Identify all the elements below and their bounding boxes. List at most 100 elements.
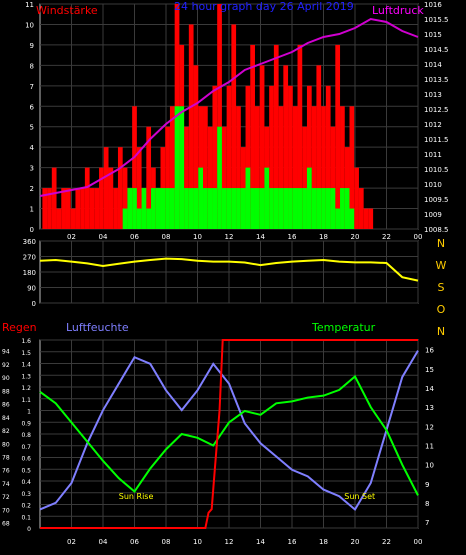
gust-bar	[198, 167, 204, 229]
wind-bar	[335, 44, 341, 230]
wind-x-tick-label: 22	[382, 233, 391, 241]
wind-bar	[273, 44, 279, 230]
pressure-axis-ticks: 1008.5 1009 1009.5 1010 1010.5 1011 1011.5 1012…	[424, 1, 449, 234]
wind-tick-label: 8	[30, 62, 34, 70]
humidity-tick-label: 72	[2, 494, 10, 501]
wind-bar	[122, 167, 128, 229]
humidity-tick-label: 82	[2, 428, 10, 435]
wind-bar	[75, 188, 81, 229]
gust-bar	[203, 188, 208, 229]
wind-x-tick-label: 16	[288, 233, 297, 241]
rain-tick-label: 0.7	[21, 444, 31, 451]
rain-axis-label: Regen	[2, 321, 37, 334]
direction-tick-label: 270	[23, 254, 36, 262]
wind-bar	[321, 106, 326, 229]
rain-tick-label: 0.8	[21, 432, 31, 439]
pressure-tick-label: 1012	[424, 121, 442, 129]
gust-bar	[155, 188, 161, 229]
pressure-tick-label: 1010.5	[424, 166, 449, 174]
climate-x-tick-label: 20	[351, 538, 360, 546]
direction-tick-label: 180	[23, 269, 36, 277]
wind-bar	[51, 167, 57, 229]
pressure-tick-label: 1014	[424, 61, 442, 69]
pressure-tick-label: 1012.5	[424, 106, 449, 114]
gust-bar	[269, 188, 274, 229]
wind-x-tick-label: 14	[256, 233, 265, 241]
humidity-tick-label: 92	[2, 362, 10, 369]
climate-x-tick-label: 06	[130, 538, 139, 546]
temperature-tick-label: 7	[425, 519, 429, 527]
temperature-tick-label: 13	[425, 404, 434, 412]
compass-label: O	[437, 303, 446, 316]
climate-x-axis-ticks: 02 04 06 08 10 12 14 16 18 20 22 00	[67, 538, 422, 546]
rain-tick-label: 0	[27, 526, 31, 533]
gust-bar	[221, 188, 227, 229]
gust-bar	[321, 188, 326, 229]
wind-bar	[363, 208, 369, 229]
wind-bar	[203, 106, 208, 229]
wind-bar	[297, 44, 303, 230]
climate-x-tick-label: 22	[382, 538, 391, 546]
wind-axis-ticks: 0 1 2 3 4 5 6 7 8 9 10 11	[25, 1, 34, 234]
wind-direction-axis-ticks: 360 270 180 90 0	[23, 238, 36, 308]
gust-bar	[122, 208, 128, 229]
wind-bar	[330, 126, 336, 229]
wind-bar	[358, 188, 364, 229]
temperature-tick-label: 12	[425, 423, 434, 431]
temperature-axis-ticks: 7 8 9 10 11 12 13 14 15 16	[425, 347, 434, 528]
gust-bar	[292, 188, 298, 229]
gust-bar	[288, 188, 293, 229]
wind-bar	[84, 167, 90, 229]
rain-axis-ticks: 0 0.1 0.2 0.3 0.4 0.5 0.6 0.7 0.8 0.9 1 1.1 1.2 1.3 1.…	[21, 338, 31, 533]
wind-bar	[207, 126, 213, 229]
gust-bar	[165, 188, 170, 229]
gust-bar	[184, 188, 189, 229]
wind-bar	[108, 167, 114, 229]
gust-bar	[330, 188, 336, 229]
climate-x-tick-label: 16	[288, 538, 297, 546]
rain-tick-label: 0.5	[21, 467, 31, 474]
gust-bar	[240, 188, 246, 229]
wind-bar	[368, 208, 374, 229]
wind-bar	[302, 126, 307, 229]
pressure-tick-label: 1016	[424, 1, 442, 9]
wind-bar	[103, 147, 109, 229]
rain-tick-label: 0.6	[21, 456, 31, 463]
wind-x-tick-label: 02	[67, 233, 76, 241]
rain-tick-label: 0.4	[21, 479, 31, 486]
pressure-tick-label: 1011	[424, 151, 442, 159]
gust-bar	[146, 208, 152, 229]
temperature-tick-label: 8	[425, 500, 429, 508]
gust-bar	[160, 188, 166, 229]
temperature-line	[39, 374, 419, 496]
gust-bar	[193, 188, 199, 229]
wind-tick-label: 9	[30, 42, 34, 50]
humidity-tick-label: 90	[2, 375, 10, 382]
wind-bar	[184, 126, 189, 229]
wind-direction-grid	[40, 240, 419, 304]
humidity-tick-label: 78	[2, 455, 10, 462]
wind-tick-label: 0	[30, 226, 34, 234]
pressure-axis-label: Luftdruck	[372, 4, 424, 17]
wind-bar	[269, 85, 274, 230]
wind-bar	[117, 147, 123, 229]
climate-x-tick-label: 02	[67, 538, 76, 546]
temperature-tick-label: 11	[425, 443, 434, 451]
gust-bar	[212, 188, 218, 229]
wind-bar	[132, 106, 137, 229]
temperature-tick-label: 10	[425, 462, 434, 470]
wind-bar	[70, 208, 76, 229]
wind-bar	[217, 4, 222, 229]
humidity-line	[39, 350, 419, 511]
gust-bar	[226, 188, 232, 229]
sun-annotations: Sun Rise Sun Set	[119, 492, 375, 501]
temperature-tick-label: 15	[425, 366, 434, 374]
wind-direction-line	[39, 257, 419, 282]
wind-bar	[89, 188, 95, 229]
rain-tick-label: 1.6	[21, 338, 31, 345]
wind-axis-label: Windstärke	[36, 4, 98, 17]
humidity-tick-label: 70	[2, 507, 10, 514]
